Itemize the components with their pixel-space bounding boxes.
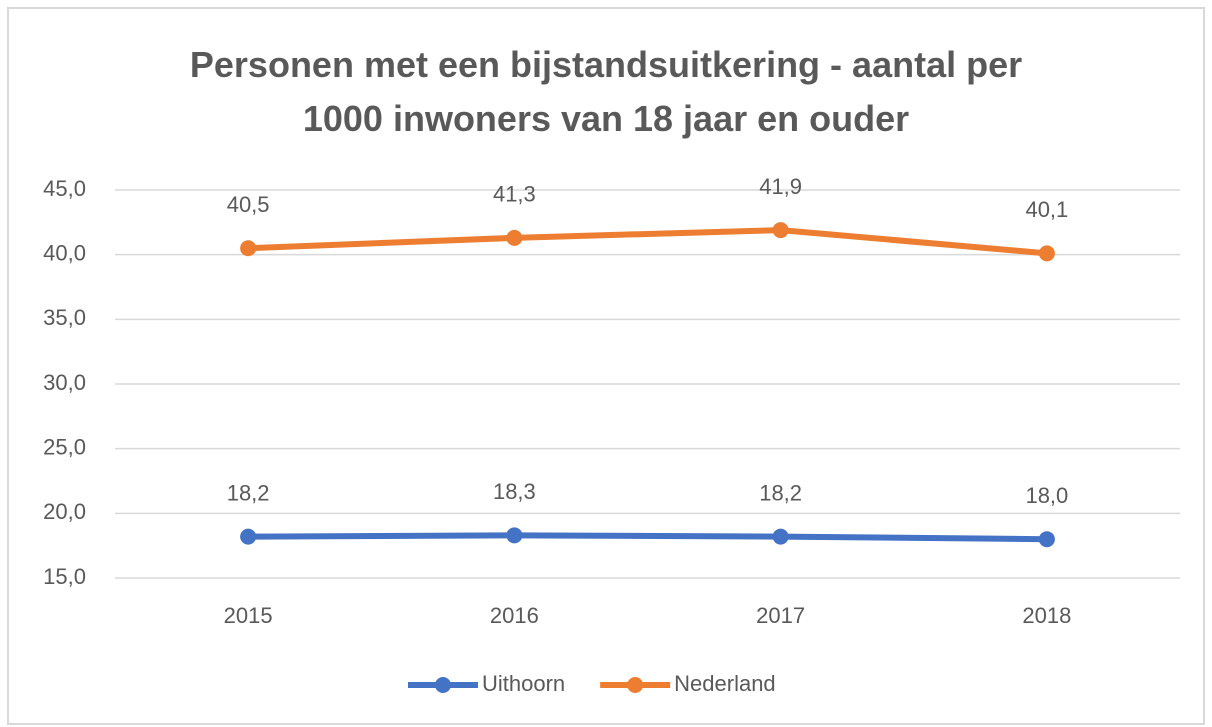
x-tick-label: 2017 — [756, 603, 805, 628]
series-line — [248, 227, 1048, 257]
y-tick-label: 45,0 — [43, 176, 86, 201]
legend-marker — [435, 677, 451, 693]
x-tick-label: 2016 — [490, 603, 539, 628]
point-marker — [506, 527, 523, 544]
data-label: 41,3 — [493, 182, 536, 207]
data-label: 40,1 — [1025, 197, 1068, 222]
data-label: 18,0 — [1025, 483, 1068, 508]
data-label: 18,2 — [227, 480, 270, 505]
point-marker — [240, 240, 257, 257]
legend-label: Uithoorn — [482, 671, 565, 696]
x-tick-label: 2018 — [1022, 603, 1071, 628]
point-marker — [240, 528, 257, 545]
series-line — [248, 532, 1047, 543]
point-marker — [1038, 531, 1055, 548]
data-label: 18,3 — [493, 479, 536, 504]
data-label: 40,5 — [227, 192, 270, 217]
point-marker — [1038, 245, 1055, 262]
chart-title: Personen met een bijstandsuitkering - aa… — [189, 44, 1023, 139]
y-tick-label: 15,0 — [43, 564, 86, 589]
y-tick-label: 35,0 — [43, 305, 86, 330]
y-tick-label: 40,0 — [43, 240, 86, 265]
data-label: 41,9 — [759, 174, 802, 199]
y-tick-label: 30,0 — [43, 370, 86, 395]
legend-marker — [627, 677, 644, 693]
legend-label: Nederland — [674, 671, 776, 696]
data-label: 18,2 — [759, 480, 802, 505]
y-tick-label: 25,0 — [43, 434, 86, 459]
y-tick-label: 20,0 — [43, 499, 86, 524]
point-marker — [772, 222, 789, 239]
chart-border — [7, 7, 1205, 725]
point-marker — [506, 229, 523, 246]
x-tick-label: 2015 — [224, 603, 273, 628]
point-marker — [772, 528, 789, 545]
